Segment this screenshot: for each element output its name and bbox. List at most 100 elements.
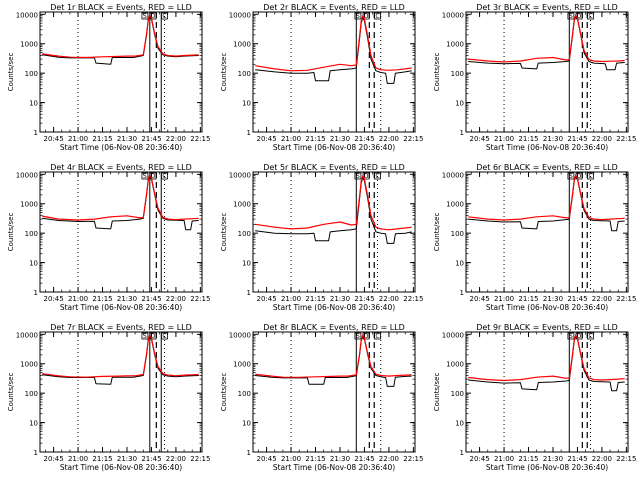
marker-box bbox=[354, 332, 362, 340]
x-tick-label: 22:15 bbox=[403, 455, 423, 463]
y-tick-label: 1000 bbox=[446, 361, 464, 369]
x-tick-label: 21:00 bbox=[281, 295, 301, 303]
marker-label: D bbox=[151, 333, 156, 340]
y-axis-label: Counts/sec bbox=[433, 373, 441, 412]
y-tick-label: 100 bbox=[25, 390, 38, 398]
x-tick-label: 21:15 bbox=[305, 135, 325, 143]
x-tick-label: 20:45 bbox=[469, 295, 489, 303]
marker-label: D bbox=[364, 173, 369, 180]
x-tick-label: 21:45 bbox=[141, 295, 161, 303]
x-tick-label: 21:00 bbox=[68, 135, 88, 143]
panel-title: Det 4r BLACK = Events, RED = LLD bbox=[50, 163, 192, 172]
x-axis-label: Start Time (06-Nov-08 20:36:40) bbox=[60, 303, 182, 312]
y-tick-label: 1000 bbox=[20, 41, 38, 49]
x-tick-label: 21:45 bbox=[567, 455, 587, 463]
lld-series-line bbox=[468, 14, 625, 63]
y-tick-label: 10 bbox=[455, 260, 464, 268]
x-tick-label: 21:15 bbox=[305, 295, 325, 303]
x-tick-label: 21:45 bbox=[354, 295, 374, 303]
panel-title: Det 6r BLACK = Events, RED = LLD bbox=[476, 163, 618, 172]
x-axis-label: Start Time (06-Nov-08 20:36:40) bbox=[273, 303, 395, 312]
y-tick-label: 100 bbox=[451, 390, 464, 398]
y-tick-label: 10000 bbox=[229, 331, 251, 339]
marker-label: C bbox=[375, 13, 379, 20]
x-tick-label: 20:45 bbox=[469, 135, 489, 143]
marker-label: C bbox=[162, 13, 166, 20]
marker-box bbox=[567, 172, 575, 180]
marker-box bbox=[374, 332, 381, 340]
x-tick-label: 21:00 bbox=[494, 295, 514, 303]
x-tick-label: 21:30 bbox=[543, 295, 563, 303]
y-tick-label: 1000 bbox=[446, 201, 464, 209]
plot-frame bbox=[465, 11, 629, 133]
plot-frame bbox=[252, 171, 416, 293]
x-tick-label: 21:15 bbox=[518, 455, 538, 463]
plot-frame bbox=[39, 11, 203, 133]
marker-label: C bbox=[375, 173, 379, 180]
x-tick-label: 20:45 bbox=[43, 295, 63, 303]
plot-frame bbox=[252, 331, 416, 453]
x-tick-label: 21:45 bbox=[141, 135, 161, 143]
marker-label: C bbox=[588, 333, 592, 340]
x-tick-label: 22:15 bbox=[403, 135, 423, 143]
events-series-line bbox=[468, 175, 625, 232]
y-tick-label: 1000 bbox=[233, 361, 251, 369]
y-tick-label: 1 bbox=[460, 449, 464, 457]
marker-box bbox=[374, 12, 381, 20]
marker-box bbox=[161, 172, 168, 180]
marker-label: C bbox=[162, 173, 166, 180]
x-tick-label: 22:00 bbox=[592, 135, 612, 143]
events-series-line bbox=[468, 335, 625, 392]
marker-label: S bbox=[356, 333, 360, 340]
marker-label: S bbox=[356, 173, 360, 180]
y-tick-label: 1000 bbox=[20, 201, 38, 209]
x-tick-label: 20:45 bbox=[43, 135, 63, 143]
panel-title: Det 2r BLACK = Events, RED = LLD bbox=[263, 3, 405, 12]
x-tick-label: 22:15 bbox=[190, 295, 210, 303]
x-tick-label: 21:00 bbox=[68, 295, 88, 303]
marker-label: D bbox=[151, 13, 156, 20]
x-axis-label: Start Time (06-Nov-08 20:36:40) bbox=[60, 463, 182, 472]
x-tick-label: 20:45 bbox=[43, 455, 63, 463]
marker-label: S bbox=[569, 13, 573, 20]
marker-label: S bbox=[356, 13, 360, 20]
x-tick-label: 22:00 bbox=[166, 295, 186, 303]
x-tick-label: 21:15 bbox=[92, 135, 112, 143]
x-tick-label: 21:15 bbox=[518, 295, 538, 303]
y-tick-label: 100 bbox=[451, 230, 464, 238]
marker-label: S bbox=[143, 333, 147, 340]
x-tick-label: 21:00 bbox=[494, 455, 514, 463]
x-axis-label: Start Time (06-Nov-08 20:36:40) bbox=[60, 143, 182, 152]
marker-label: D bbox=[364, 333, 369, 340]
marker-label: C bbox=[375, 333, 379, 340]
y-tick-label: 10000 bbox=[16, 11, 38, 19]
x-tick-label: 21:45 bbox=[567, 295, 587, 303]
x-tick-label: 21:30 bbox=[543, 135, 563, 143]
x-tick-label: 21:30 bbox=[117, 135, 137, 143]
y-axis-label: Counts/sec bbox=[433, 213, 441, 252]
y-tick-label: 100 bbox=[451, 70, 464, 78]
marker-box bbox=[141, 172, 149, 180]
plot-frame bbox=[465, 171, 629, 293]
lld-series-line bbox=[255, 15, 412, 72]
lld-series-line bbox=[468, 174, 625, 221]
marker-label: C bbox=[588, 173, 592, 180]
y-tick-label: 1 bbox=[460, 289, 464, 297]
y-tick-label: 10000 bbox=[229, 11, 251, 19]
panel-title: Det 7r BLACK = Events, RED = LLD bbox=[50, 323, 192, 332]
x-tick-label: 21:45 bbox=[567, 135, 587, 143]
y-tick-label: 100 bbox=[238, 70, 251, 78]
y-tick-label: 1000 bbox=[233, 41, 251, 49]
events-series-line bbox=[255, 16, 412, 84]
marker-label: S bbox=[143, 173, 147, 180]
x-tick-label: 21:15 bbox=[305, 455, 325, 463]
y-axis-label: Counts/sec bbox=[220, 213, 228, 252]
y-tick-label: 1000 bbox=[446, 41, 464, 49]
y-axis-label: Counts/sec bbox=[7, 213, 15, 252]
